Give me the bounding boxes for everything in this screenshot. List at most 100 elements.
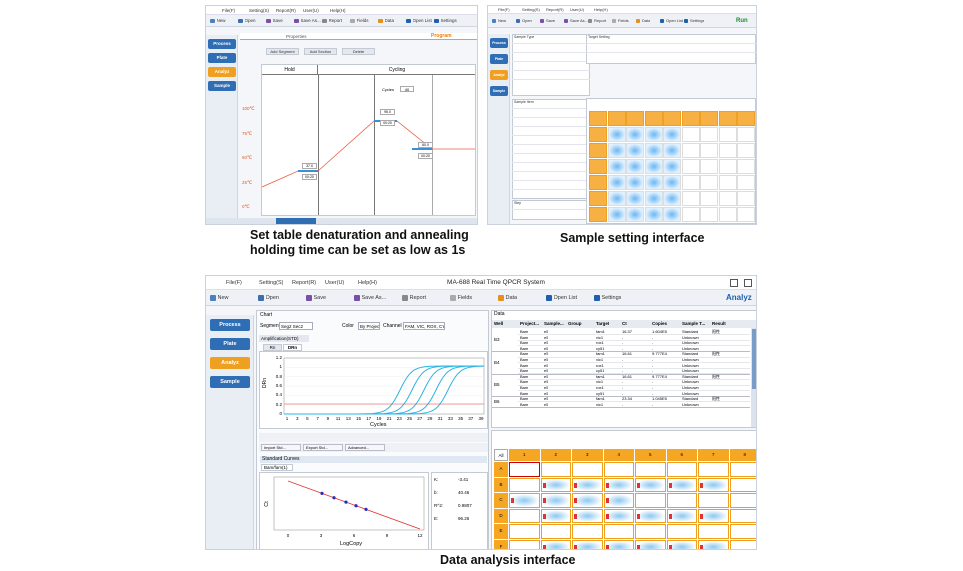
tab[interactable]: Rn [263,344,282,351]
well[interactable] [603,462,634,477]
tab[interactable]: Properties [286,34,307,39]
well[interactable] [509,462,540,477]
toolbar-button[interactable]: Save [313,295,327,301]
toolbar-button[interactable]: Save As... [570,18,589,23]
column-header[interactable]: Target [596,321,610,326]
toolbar-button[interactable]: Data [642,18,651,23]
well[interactable] [635,539,666,549]
well[interactable] [729,524,756,539]
nav-button[interactable]: Sample [210,376,250,388]
menu-item[interactable]: Setting(S) [249,8,270,13]
step-time[interactable]: 00:20 [380,120,395,126]
column-header[interactable]: 5 [635,449,666,461]
tool-button[interactable]: Import Std... [261,444,301,451]
well[interactable] [666,462,697,477]
column-header[interactable]: 2 [540,449,571,461]
column-header[interactable]: Sample T... [682,321,706,326]
well[interactable] [603,477,634,492]
window-button[interactable] [744,279,752,287]
well[interactable] [572,493,603,508]
menu-item[interactable]: Setting(S) [522,7,540,12]
toolbar-button[interactable]: Save As... [361,295,387,301]
well[interactable] [635,462,666,477]
menu-item[interactable]: User(U) [325,280,345,286]
toolbar-button[interactable]: Settings [690,18,705,23]
toolbar-button[interactable]: Open List [553,295,578,301]
nav-button[interactable]: Sample [490,86,508,96]
column-header[interactable]: 6 [666,449,697,461]
menu-item[interactable]: Help(H) [330,8,346,13]
cycles-value[interactable]: 40 [400,86,414,92]
well[interactable] [603,524,634,539]
dropdown[interactable]: By Project [358,322,380,330]
toolbar-button[interactable]: Save As... [300,18,321,23]
step-time[interactable]: 00:20 [418,153,433,159]
step-temp[interactable]: 37.0 [302,163,317,169]
toolbar-button[interactable]: Report [594,18,607,23]
toolbar-button[interactable]: New [216,18,226,23]
well[interactable] [572,539,603,549]
column-header[interactable]: Ct [622,321,627,326]
nav-button[interactable]: Analyz [490,70,508,80]
menu-item[interactable]: File(F) [498,7,510,12]
well[interactable] [635,493,666,508]
row-header[interactable]: F [494,539,508,549]
toolbar-button[interactable]: Settings [440,18,457,23]
run-button[interactable]: Run [736,18,748,24]
toolbar-button[interactable]: New [498,18,507,23]
well[interactable] [540,508,571,523]
well[interactable] [635,508,666,523]
well[interactable] [635,524,666,539]
well[interactable] [666,524,697,539]
toolbar-button[interactable]: Save [546,18,556,23]
well[interactable] [572,477,603,492]
well[interactable] [698,524,729,539]
step-temp[interactable]: 95.0 [380,109,395,115]
well[interactable] [666,508,697,523]
tool-button[interactable]: Advanced... [345,444,385,451]
menu-item[interactable]: File(F) [226,280,242,286]
nav-button[interactable]: Process [210,319,250,331]
column-header[interactable]: 4 [603,449,634,461]
window-button[interactable] [730,279,738,287]
tab[interactable]: Amplification(STD) [259,335,309,342]
toolbar-button[interactable]: Open List [666,18,684,23]
nav-button[interactable]: Plate [490,54,508,64]
well[interactable] [698,539,729,549]
menu-item[interactable]: Report(R) [276,8,296,13]
well[interactable] [698,508,729,523]
well[interactable] [729,508,756,523]
toolbar-button[interactable]: Open [265,295,279,301]
column-header[interactable]: Group [568,321,582,326]
nav-button[interactable]: Plate [210,338,250,350]
column-header[interactable]: Result [712,321,726,326]
toolbar-button[interactable]: Report [328,18,343,23]
toolbar-button[interactable]: Open [244,18,256,23]
well[interactable] [572,462,603,477]
toolbar-button[interactable]: Data [384,18,395,23]
nav-button[interactable]: Sample [208,81,236,91]
menu-item[interactable]: User(U) [303,8,319,13]
menu-item[interactable]: Setting(S) [259,280,284,286]
tool-button[interactable]: Export Std... [303,444,343,451]
well[interactable] [698,493,729,508]
column-header[interactable]: 8 [729,449,756,461]
nav-button[interactable]: Process [490,38,508,48]
menu-item[interactable]: User(U) [570,7,584,12]
menu-item[interactable]: Help(H) [358,280,377,286]
toolbar-button[interactable]: Save [272,18,283,23]
menu-item[interactable]: Report(R) [546,7,564,12]
dropdown[interactable]: FAM, VIC, ROX, CY5 [403,322,445,330]
nav-button[interactable]: Plate [208,53,236,63]
column-header[interactable]: Copies [652,321,668,326]
row-header[interactable]: C [494,493,508,508]
well[interactable] [698,462,729,477]
tab[interactable]: DRn [283,344,302,351]
column-header[interactable]: Project... [520,321,540,326]
row-header[interactable]: A [494,462,508,477]
button[interactable]: Add Segment [266,48,299,55]
row-header[interactable]: D [494,508,508,523]
well[interactable] [509,508,540,523]
column-header[interactable]: 1 [509,449,540,461]
column-header[interactable]: 3 [572,449,603,461]
